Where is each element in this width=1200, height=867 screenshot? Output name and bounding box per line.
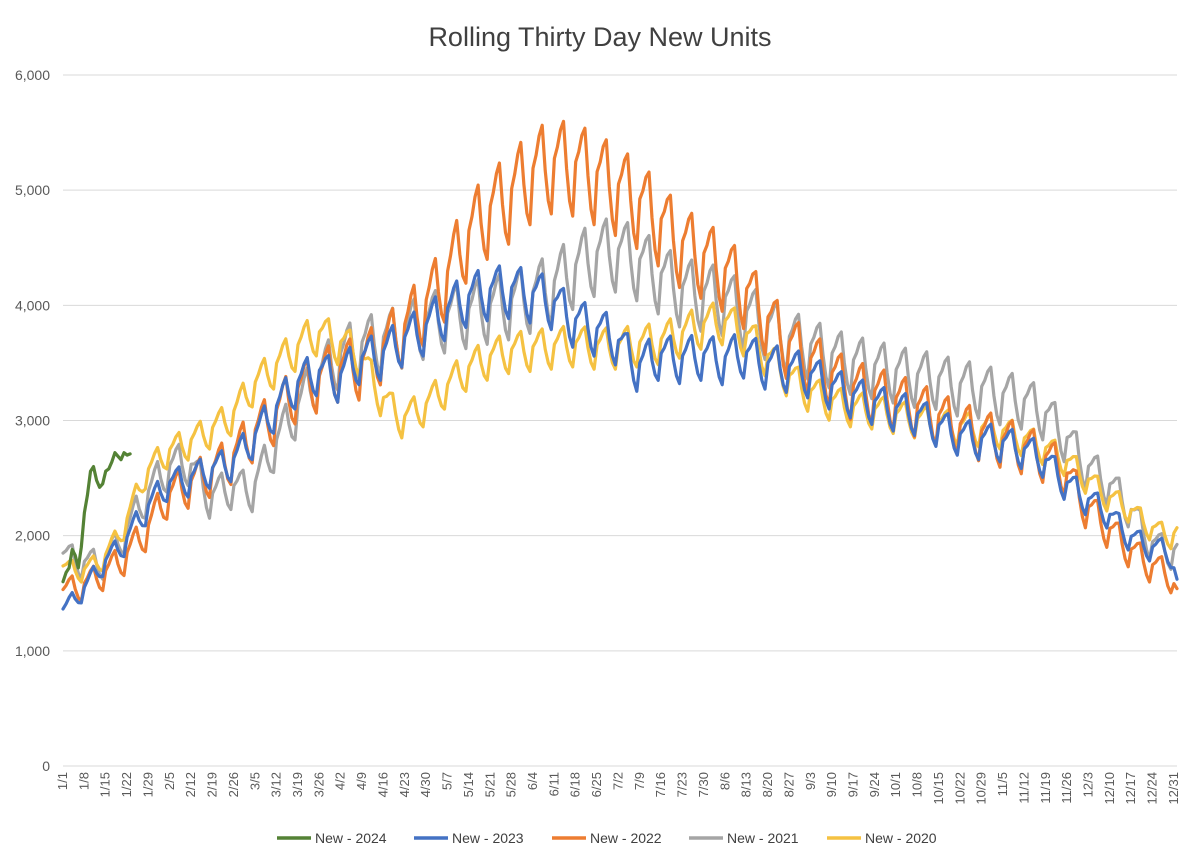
x-tick-label: 11/19 (1038, 772, 1053, 804)
x-tick-label: 12/31 (1166, 772, 1181, 805)
series-line-0 (61, 451, 132, 584)
x-tick-label: 9/10 (824, 772, 839, 797)
x-tick-label: 11/5 (995, 772, 1010, 796)
legend-label: New - 2023 (452, 830, 524, 846)
x-tick-label: 1/22 (119, 772, 134, 797)
x-tick-label: 11/12 (1016, 772, 1031, 804)
x-tick-label: 9/17 (845, 772, 860, 797)
x-tick-label: 8/6 (717, 772, 732, 790)
x-tick-label: 5/21 (482, 772, 497, 797)
series-line-3 (61, 217, 1179, 581)
x-tick-label: 5/7 (440, 772, 455, 790)
x-tick-label: 11/26 (1059, 772, 1074, 804)
x-tick-label: 5/14 (461, 772, 476, 797)
x-axis-tick-labels: 1/1 1/8 1/15 1/22 1/29 2/5 2/12 2/19 2/26 3/5 3/12… (55, 772, 1181, 805)
x-tick-label: 10/15 (931, 772, 946, 805)
x-tick-label: 10/8 (910, 772, 925, 797)
gridlines (63, 74, 1177, 652)
x-tick-label: 3/19 (290, 772, 305, 797)
x-tick-label: 4/30 (418, 772, 433, 797)
x-tick-label: 3/12 (269, 772, 284, 797)
y-tick-label: 2,000 (15, 528, 50, 544)
legend-label: New - 2021 (727, 830, 799, 846)
x-tick-label: 7/23 (675, 772, 690, 797)
x-tick-label: 6/11 (546, 772, 561, 796)
legend-label: New - 2022 (590, 830, 662, 846)
x-tick-label: 6/18 (568, 772, 583, 797)
x-tick-label: 7/16 (653, 772, 668, 797)
x-tick-label: 9/3 (803, 772, 818, 790)
x-tick-label: 1/29 (140, 772, 155, 797)
chart-title: Rolling Thirty Day New Units (428, 22, 771, 52)
x-tick-label: 1/8 (76, 772, 91, 790)
y-tick-label: 1,000 (15, 643, 50, 659)
x-tick-label: 6/4 (525, 772, 540, 790)
x-tick-label: 4/9 (354, 772, 369, 790)
x-tick-label: 8/27 (781, 772, 796, 797)
x-tick-label: 2/26 (226, 772, 241, 797)
y-tick-label: 5,000 (15, 182, 50, 198)
x-tick-label: 1/1 (55, 772, 70, 790)
legend-label: New - 2024 (315, 830, 387, 846)
x-tick-label: 4/23 (397, 772, 412, 797)
series-lines (61, 119, 1179, 611)
x-tick-label: 3/26 (311, 772, 326, 797)
x-tick-label: 12/3 (1080, 772, 1095, 797)
x-tick-label: 1/15 (98, 772, 113, 797)
x-tick-label: 7/30 (696, 772, 711, 797)
y-axis-tick-labels: 0 1,000 2,000 3,000 4,000 5,000 6,000 (15, 67, 50, 774)
x-tick-label: 8/13 (739, 772, 754, 797)
x-tick-label: 12/10 (1102, 772, 1117, 805)
x-tick-label: 7/2 (610, 772, 625, 790)
x-tick-label: 10/1 (888, 772, 903, 797)
x-tick-label: 2/12 (183, 772, 198, 797)
legend-label: New - 2020 (865, 830, 937, 846)
x-tick-label: 6/25 (589, 772, 604, 797)
x-tick-label: 5/28 (504, 772, 519, 797)
legend: New - 2024 New - 2023 New - 2022 New - 2021… (277, 830, 937, 846)
y-tick-label: 4,000 (15, 297, 50, 313)
x-tick-label: 9/24 (867, 772, 882, 797)
y-tick-label: 6,000 (15, 67, 50, 83)
x-tick-label: 10/22 (952, 772, 967, 805)
y-tick-label: 0 (42, 758, 50, 774)
series-line-1 (61, 264, 1179, 611)
x-tick-label: 12/24 (1145, 772, 1160, 805)
x-tick-label: 2/19 (205, 772, 220, 797)
x-tick-label: 3/5 (247, 772, 262, 790)
x-tick-label: 4/16 (375, 772, 390, 797)
x-tick-label: 2/5 (162, 772, 177, 790)
x-tick-label: 8/20 (760, 772, 775, 797)
x-tick-label: 10/29 (974, 772, 989, 805)
x-tick-label: 12/17 (1123, 772, 1138, 805)
y-tick-label: 3,000 (15, 413, 50, 429)
x-tick-label: 7/9 (632, 772, 647, 790)
x-tick-label: 4/2 (333, 772, 348, 790)
